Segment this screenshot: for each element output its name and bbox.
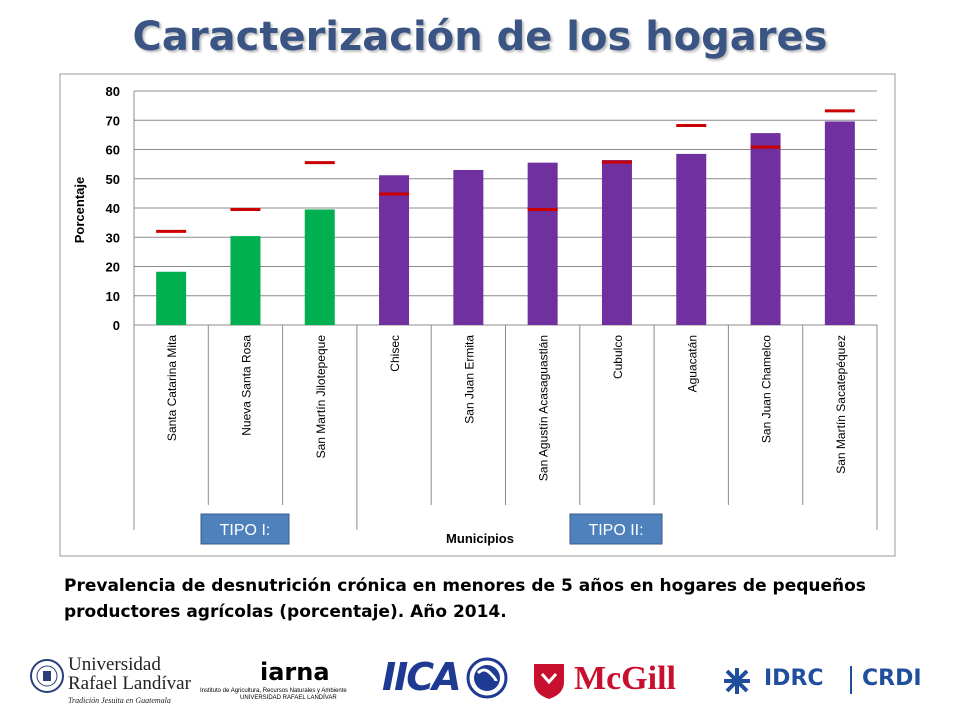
x-tick-6: Cubulco <box>611 335 625 379</box>
iarna-name: iarna <box>260 658 330 686</box>
y-tick-50: 50 <box>106 172 120 187</box>
y-tick-10: 10 <box>106 289 120 304</box>
iica-name: IICA <box>382 655 462 699</box>
url-name-2: Rafael Landívar <box>68 673 191 694</box>
crdi-name: CRDI <box>862 666 922 691</box>
bar-2 <box>304 209 335 325</box>
bar-7 <box>676 153 707 325</box>
bar-1 <box>230 236 261 325</box>
url-seal-icon <box>30 659 64 693</box>
x-tick-4: San Juan Ermita <box>462 335 476 424</box>
bar-0 <box>156 271 187 325</box>
chart-caption: Prevalencia de desnutrición crónica en m… <box>64 576 866 622</box>
y-tick-60: 60 <box>106 143 120 158</box>
x-tick-2: San Martín Jilotepeque <box>314 335 328 459</box>
bar-9 <box>824 121 855 325</box>
bar-8 <box>750 133 781 325</box>
mcgill-name: McGill <box>574 660 676 697</box>
x-tick-3: Chisec <box>388 335 402 372</box>
x-tick-7: Aguacatán <box>685 335 699 392</box>
x-axis-label: Municipios <box>446 531 514 546</box>
idrc-star-icon <box>724 668 750 694</box>
y-tick-80: 80 <box>106 84 120 99</box>
bars <box>156 121 855 325</box>
bar-chart: 0 10 20 30 40 50 60 70 80 Santa Catarina Mita Nue… <box>59 73 896 557</box>
x-tick-1: Nueva Santa Rosa <box>239 335 253 436</box>
idrc-divider <box>850 666 852 694</box>
group-label-tipo-ii: TIPO II: <box>569 513 663 545</box>
url-tagline: Tradición Jesuita en Guatemala <box>68 696 171 705</box>
iica-logo: IICA <box>382 655 512 701</box>
y-tick-70: 70 <box>106 113 120 128</box>
slide-title: Caracterización de los hogares <box>132 14 828 60</box>
bar-4 <box>453 169 484 325</box>
y-tick-labels: 0 10 20 30 40 50 60 70 80 <box>106 84 120 333</box>
y-tick-30: 30 <box>106 230 120 245</box>
y-tick-0: 0 <box>113 318 120 333</box>
x-tick-labels: Santa Catarina Mita Nueva Santa Rosa San M… <box>165 335 848 481</box>
x-tick-8: San Juan Chamelco <box>760 335 774 443</box>
y-tick-40: 40 <box>106 201 120 216</box>
bar-5 <box>527 162 558 325</box>
y-tick-20: 20 <box>106 260 120 275</box>
y-axis-label: Porcentaje <box>72 177 87 243</box>
group-label-tipo-i: TIPO I: <box>200 513 290 545</box>
bar-3 <box>379 175 410 325</box>
mcgill-logo: McGill <box>532 660 712 704</box>
x-tick-9: San Martín Sacatepéquez <box>834 335 848 474</box>
url-logo: Universidad Rafael Landívar Tradición Je… <box>30 654 200 712</box>
idrc-name: IDRC <box>764 666 824 691</box>
idrc-logo: IDRC CRDI <box>722 664 934 700</box>
reference-markers <box>156 109 855 233</box>
url-name-1: Universidad <box>68 654 161 675</box>
group-label-tipo-i-text: TIPO I: <box>220 522 271 539</box>
iarna-sub-2: UNIVERSIDAD RAFAEL LANDÍVAR <box>240 695 337 701</box>
group-label-tipo-ii-text: TIPO II: <box>588 522 643 539</box>
iica-globe-icon <box>466 657 508 699</box>
category-grid <box>133 325 878 530</box>
bar-6 <box>601 160 632 325</box>
x-tick-5: San Agustín Acasaguastlán <box>537 335 551 481</box>
mcgill-shield-icon <box>534 664 564 699</box>
iarna-sub-1: Instituto de Agricultura, Recursos Natur… <box>200 688 347 694</box>
x-tick-0: Santa Catarina Mita <box>165 335 179 441</box>
iarna-logo: iarna Instituto de Agricultura, Recursos… <box>200 658 370 706</box>
